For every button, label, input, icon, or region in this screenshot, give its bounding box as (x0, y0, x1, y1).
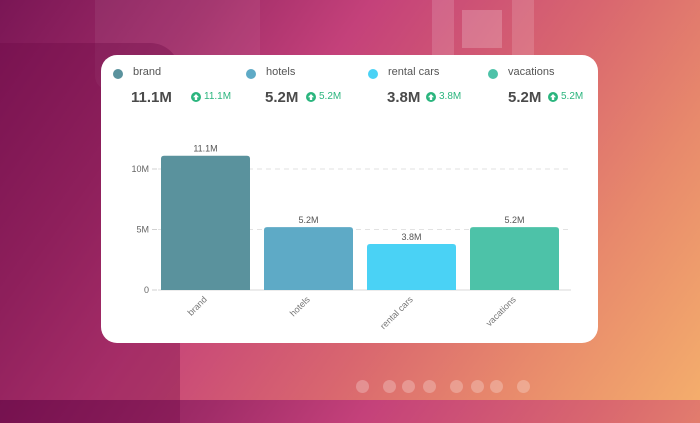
x-category-label: vacations (484, 294, 518, 328)
x-category-label: hotels (288, 294, 312, 318)
bar-chart: 0 5M 10M 11.1M brand 5.2M hotels 3.8M rental car… (131, 144, 571, 331)
legend-delta: 11.1M (191, 91, 231, 102)
legend-value: 3.8M (387, 89, 421, 106)
legend-label: hotels (266, 66, 296, 78)
bar-rental-cars (367, 244, 456, 290)
legend-value: 11.1M (131, 89, 172, 106)
background-decoration (512, 0, 534, 56)
legend-label: rental cars (388, 66, 440, 78)
background-decoration (432, 0, 454, 56)
series-color-dot (488, 69, 498, 79)
chart-card: brand 11.1M 11.1M hotels 5.2M 5.2M renta… (101, 55, 598, 343)
legend-label: vacations (508, 66, 555, 78)
pagination-dot[interactable] (402, 380, 415, 393)
delta-value: 3.8M (439, 91, 462, 102)
arrow-up-circle-icon (191, 91, 201, 102)
legend-value: 5.2M (508, 89, 542, 106)
pagination-dot[interactable] (450, 380, 463, 393)
bar-value-label: 5.2M (298, 215, 318, 225)
series-color-dot (368, 69, 378, 79)
series-color-dot (246, 69, 256, 79)
bar-hotels (264, 227, 353, 290)
legend-delta: 5.2M (306, 91, 341, 102)
legend-delta: 5.2M (548, 91, 583, 102)
x-category-label: rental cars (378, 294, 415, 331)
y-tick-label: 5M (136, 225, 149, 235)
pagination-dot[interactable] (356, 380, 369, 393)
delta-value: 5.2M (319, 91, 342, 102)
bar-brand (161, 155, 250, 290)
summary-legend: brand 11.1M 11.1M hotels 5.2M 5.2M renta… (101, 55, 598, 115)
legend-value: 5.2M (265, 89, 299, 106)
legend-delta: 3.8M (426, 91, 461, 102)
delta-value: 11.1M (204, 91, 232, 102)
bar-value-label: 3.8M (401, 232, 421, 242)
pagination-dot[interactable] (383, 380, 396, 393)
legend-label: brand (133, 66, 162, 78)
pagination-dot[interactable] (423, 380, 436, 393)
y-tick-label: 0 (144, 285, 149, 295)
x-category-label: brand (186, 294, 209, 317)
delta-value: 5.2M (561, 91, 584, 102)
bar-vacations (470, 227, 559, 290)
y-tick-label: 10M (131, 164, 149, 174)
arrow-up-circle-icon (426, 91, 436, 102)
bar-value-label: 5.2M (504, 215, 524, 225)
pagination-dot[interactable] (490, 380, 503, 393)
bar-value-label: 11.1M (193, 144, 217, 154)
arrow-up-circle-icon (548, 91, 558, 102)
arrow-up-circle-icon (306, 91, 316, 102)
pagination-dot[interactable] (517, 380, 530, 393)
background-decoration (462, 10, 502, 48)
pagination-dot[interactable] (471, 380, 484, 393)
series-color-dot (113, 69, 123, 79)
